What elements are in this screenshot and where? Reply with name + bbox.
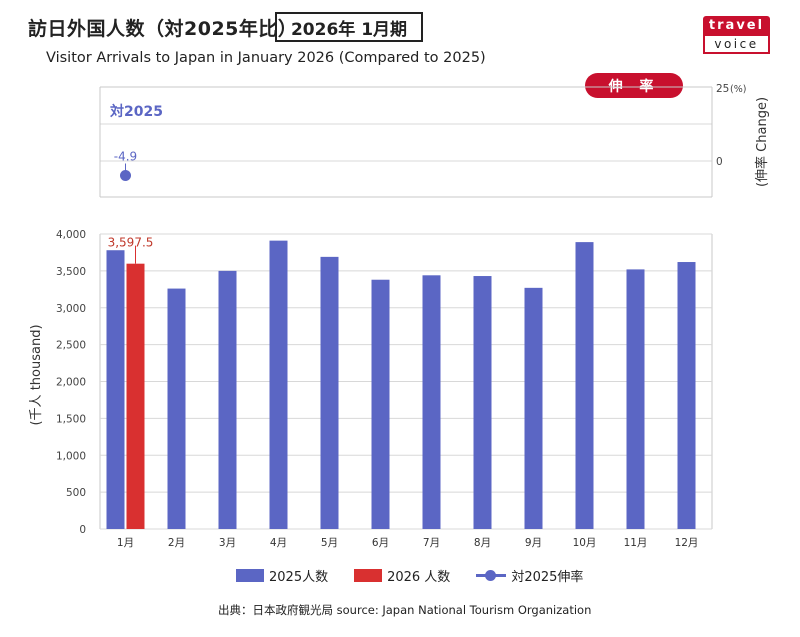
- y-tick-label: 1,000: [56, 450, 86, 462]
- rate-series-label: 対2025: [109, 103, 163, 120]
- x-tick-label: 7月: [423, 537, 440, 549]
- y-tick-label: 2,500: [56, 340, 86, 352]
- legend-item-2025: 2025人数: [236, 566, 328, 585]
- right-axis-unit: (%): [730, 84, 746, 95]
- bar-2025: [473, 276, 492, 529]
- logo-bottom-text: voice: [703, 36, 770, 54]
- grid-layer: 0 500 1,000 1,500 2,000 2,500 3,000 3,500 4,000: [56, 229, 712, 536]
- chart-title-en: Visitor Arrivals to Japan in January 202…: [46, 50, 486, 66]
- x-tick-label: 4月: [270, 537, 287, 549]
- x-tick-label: 2月: [168, 537, 185, 549]
- x-tick-label: 5月: [321, 537, 338, 549]
- source-note: 出典：日本政府観光局 source: Japan National Touris…: [218, 603, 592, 617]
- right-tick-0: 0: [716, 156, 723, 168]
- rate-layer: -4.9: [114, 150, 137, 182]
- bar-2025: [575, 242, 594, 530]
- legend-line-icon: [476, 569, 507, 582]
- bar-2025: [106, 250, 125, 529]
- legend: 2025人数 2026 人数 対2025伸率: [236, 566, 609, 585]
- bar-2025: [626, 269, 645, 529]
- bar-2025: [677, 262, 696, 529]
- rate-point-label: -4.9: [114, 150, 137, 164]
- x-tick-label: 1月: [117, 537, 134, 549]
- bar-2025: [218, 270, 237, 529]
- y-tick-label: 3,500: [56, 266, 86, 278]
- bar-2025: [524, 287, 543, 529]
- y-tick-label: 1,500: [56, 413, 86, 425]
- bar-2025: [422, 275, 441, 529]
- x-tick-label: 11月: [624, 537, 648, 549]
- rate-panel: 対2025 25 (%) 0 (伸率 Change) -4.9: [99, 83, 770, 198]
- x-tick-label: 9月: [525, 537, 542, 549]
- bar-layer: 3,597.5: [106, 236, 696, 530]
- y-tick-label: 4,000: [56, 229, 86, 241]
- legend-label-rate: 対2025伸率: [511, 570, 584, 585]
- legend-label-2025: 2025人数: [269, 570, 329, 585]
- bar-2025: [371, 279, 390, 529]
- bar-2025: [167, 288, 186, 529]
- logo-top-text: travel: [703, 16, 770, 36]
- chart-title-jp: 訪日外国人数（対2025年比）: [28, 18, 298, 40]
- left-axis-title: (千人 thousand): [29, 324, 44, 425]
- data-label: 3,597.5: [108, 236, 154, 250]
- x-tick-label: 12月: [675, 537, 699, 549]
- rate-point: [120, 170, 131, 182]
- legend-label-2026: 2026 人数: [387, 570, 451, 585]
- x-tick-labels: 1月 2月 3月 4月 5月 6月 7月 8月 9月 10月 11月 12月: [117, 537, 699, 549]
- bar-2025: [269, 240, 288, 529]
- bar-2026: [126, 263, 145, 529]
- legend-item-rate: 対2025伸率: [476, 566, 583, 585]
- x-tick-label: 10月: [573, 537, 597, 549]
- travelvoice-logo: travel voice: [703, 16, 770, 54]
- x-tick-label: 6月: [372, 537, 389, 549]
- y-tick-label: 3,000: [56, 303, 86, 315]
- legend-swatch-2026: [354, 569, 383, 582]
- y-tick-label: 0: [79, 524, 86, 536]
- legend-item-2026: 2026 人数: [354, 566, 450, 585]
- right-axis-title: (伸率 Change): [754, 97, 770, 187]
- right-tick-25: 25: [716, 83, 729, 95]
- period-badge: 2026年 1月期: [275, 12, 423, 42]
- y-tick-label: 2,000: [56, 377, 86, 389]
- bar-panel: 05001,0001,5002,0002,5003,0003,5004,000 …: [29, 229, 713, 549]
- rate-pill-label: 伸 率: [585, 73, 683, 98]
- bar-2025: [320, 256, 339, 529]
- x-tick-label: 8月: [474, 537, 491, 549]
- x-tick-label: 3月: [219, 537, 236, 549]
- legend-swatch-2025: [236, 569, 264, 582]
- y-tick-label: 500: [66, 487, 86, 499]
